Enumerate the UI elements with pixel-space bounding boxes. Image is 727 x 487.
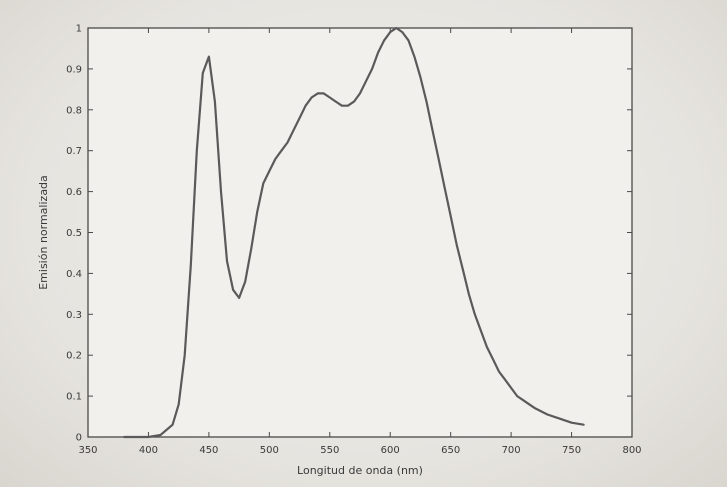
- x-tick-label: 600: [381, 445, 400, 456]
- axes-layer: [87, 27, 633, 438]
- x-tick-label: 800: [622, 445, 641, 456]
- x-tick-label: 700: [502, 445, 521, 456]
- x-tick-label: 450: [199, 445, 218, 456]
- y-tick-label: 1: [76, 24, 82, 35]
- y-tick-label: 0.3: [66, 310, 82, 321]
- x-tick-label: 550: [320, 445, 339, 456]
- y-tick-label: 0.5: [66, 228, 82, 239]
- y-tick-label: 0: [76, 433, 82, 444]
- emission-series-line: [123, 26, 585, 439]
- y-tick-label: 0.2: [66, 351, 82, 362]
- x-tick-label: 500: [260, 445, 279, 456]
- y-tick-label: 0.1: [66, 392, 82, 403]
- y-tick-label: 0.8: [66, 105, 82, 116]
- y-tick-label: 0.6: [66, 187, 82, 198]
- x-axis-title: Longitud de onda (nm): [297, 464, 423, 477]
- y-axis-title: Emisión normalizada: [37, 175, 50, 290]
- y-tick-label: 0.9: [66, 64, 82, 75]
- y-tick-label: 0.4: [66, 269, 82, 280]
- y-tick-label: 0.7: [66, 146, 82, 157]
- x-tick-label: 350: [78, 445, 97, 456]
- series-layer: [123, 26, 585, 439]
- x-tick-label: 400: [139, 445, 158, 456]
- labels-layer: 350 400 450 500 550 600 650 700 750 800 0 0.1 0.2 0.3…: [37, 24, 642, 478]
- x-tick-label: 750: [562, 445, 581, 456]
- plot-frame: [87, 27, 633, 438]
- x-tick-label: 650: [441, 445, 460, 456]
